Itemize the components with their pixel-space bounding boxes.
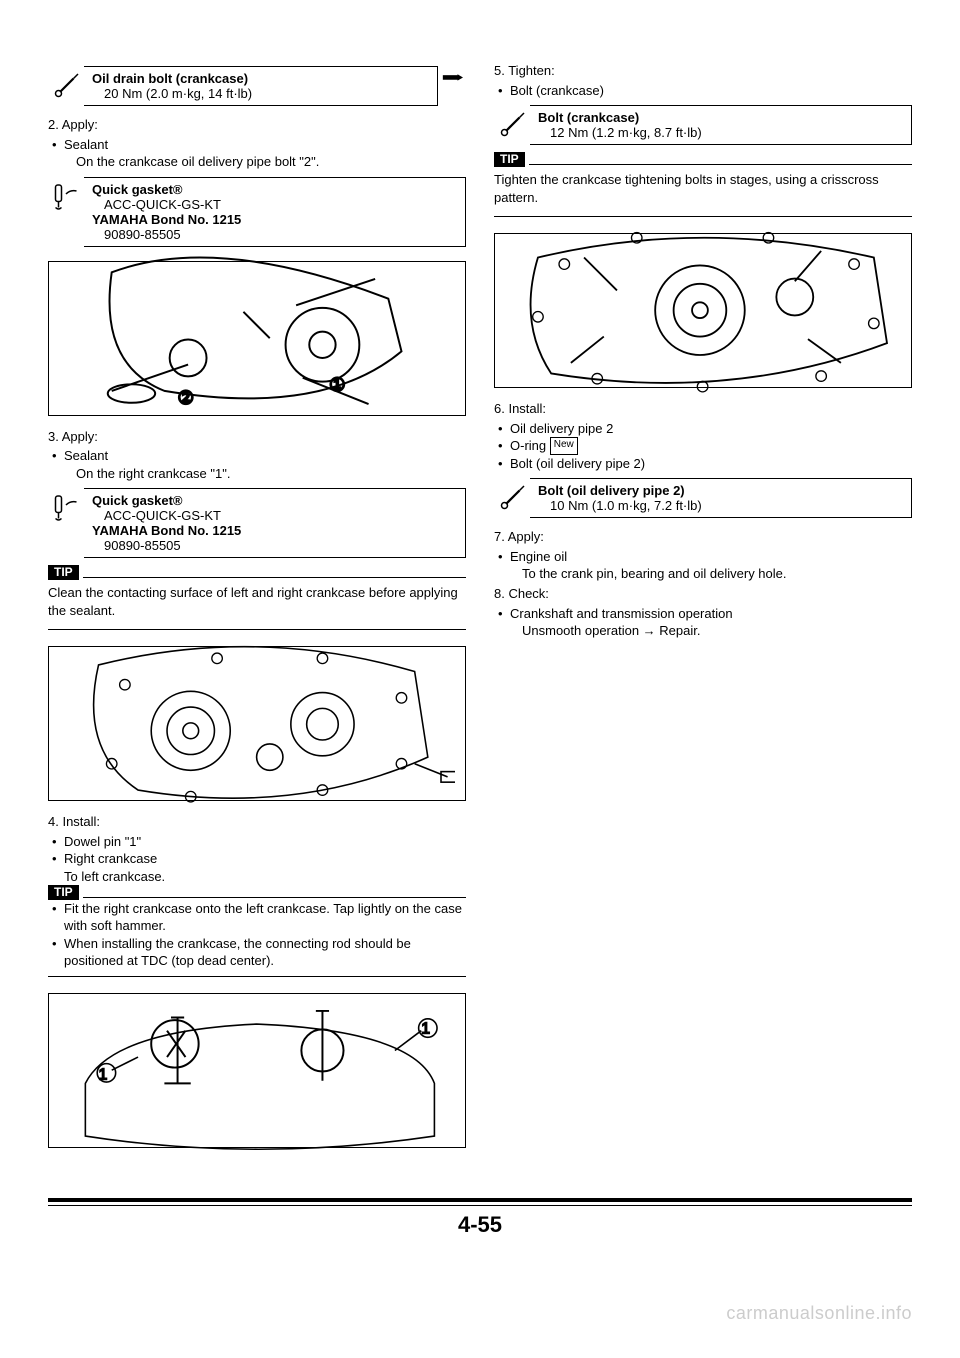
svg-text:①: ① [329, 374, 346, 395]
sealant-name: YAMAHA Bond No. 1215 [92, 523, 241, 538]
torque-title: Bolt (oil delivery pipe 2) [538, 483, 702, 498]
step-8: 8. Check: [494, 585, 912, 603]
list-item-detail: To the crank pin, bearing and oil delive… [522, 565, 912, 583]
torque-value: 20 Nm (2.0 m·kg, 14 ft·lb) [92, 86, 252, 101]
step-6: 6. Install: [494, 400, 912, 418]
torque-wrench-icon [494, 480, 530, 516]
sealant-code: ACC-QUICK-GS-KT [92, 197, 241, 212]
left-column: Oil drain bolt (crankcase) 20 Nm (2.0 m·… [48, 60, 466, 1190]
figure-dowel-pin-diagram: 1 1 [48, 993, 466, 1148]
svg-text:1: 1 [422, 1020, 431, 1037]
sealant-pn: 90890-85505 [92, 227, 241, 242]
tip-end-rule [494, 216, 912, 217]
tip-end-rule [48, 976, 466, 977]
right-column: 5. Tighten: •Bolt (crankcase) Bolt (cran… [494, 60, 912, 1190]
torque-value: 12 Nm (1.2 m·kg, 8.7 ft·lb) [538, 125, 702, 140]
sealant-spec-2: Quick gasket® ACC-QUICK-GS-KT YAMAHA Bon… [48, 488, 466, 558]
sealant-name: YAMAHA Bond No. 1215 [92, 212, 241, 227]
list-item: •Crankshaft and transmission operation [498, 605, 912, 623]
step-2: 2. Apply: [48, 116, 466, 134]
watermark: carmanualsonline.info [726, 1303, 912, 1324]
list-item: •Dowel pin "1" [52, 833, 466, 851]
sealant-title: Quick gasket® [92, 493, 241, 508]
tip-header: TIP [48, 566, 466, 580]
to-left-crankcase: To left crankcase. [64, 868, 466, 886]
page-footer: 4-55 [48, 1198, 912, 1238]
list-item: •Sealant [52, 136, 466, 154]
tip-text: Tighten the crankcase tightening bolts i… [494, 171, 912, 206]
new-part-icon: New [550, 437, 578, 455]
tip-label: TIP [48, 565, 79, 580]
list-item-detail: On the crankcase oil delivery pipe bolt … [76, 153, 466, 171]
list-item: •Oil delivery pipe 2 [498, 420, 912, 438]
sealant-pn: 90890-85505 [92, 538, 241, 553]
sealant-tube-icon [48, 488, 84, 528]
list-item: •Bolt (crankcase) [498, 82, 912, 100]
loctite-icon [438, 66, 466, 93]
list-item-detail: On the right crankcase "1". [76, 465, 466, 483]
torque-spec-pipe-bolt: Bolt (oil delivery pipe 2) 10 Nm (1.0 m·… [494, 478, 912, 518]
step-7: 7. Apply: [494, 528, 912, 546]
tip-label: TIP [494, 152, 525, 167]
torque-wrench-icon [494, 107, 530, 143]
torque-title: Bolt (crankcase) [538, 110, 702, 125]
torque-spec-crankcase-bolt: Bolt (crankcase) 12 Nm (1.2 m·kg, 8.7 ft… [494, 105, 912, 145]
tip-label: TIP [48, 885, 79, 900]
tip-text: Clean the contacting surface of left and… [48, 584, 466, 619]
list-item: •Sealant [52, 447, 466, 465]
tip-bullet: •When installing the crankcase, the conn… [52, 935, 466, 970]
page-number: 4-55 [458, 1212, 502, 1238]
sealant-title: Quick gasket® [92, 182, 241, 197]
svg-text:1: 1 [99, 1066, 108, 1083]
figure-crankcase-outline-diagram [494, 233, 912, 388]
sealant-spec-1: Quick gasket® ACC-QUICK-GS-KT YAMAHA Bon… [48, 177, 466, 247]
tip-header: TIP [48, 886, 466, 900]
step-5: 5. Tighten: [494, 62, 912, 80]
torque-title: Oil drain bolt (crankcase) [92, 71, 252, 86]
list-item: •Bolt (oil delivery pipe 2) [498, 455, 912, 473]
tip-end-rule [48, 629, 466, 630]
list-item-detail: Unsmooth operation → Repair. [522, 622, 912, 640]
two-column-layout: Oil drain bolt (crankcase) 20 Nm (2.0 m·… [48, 60, 912, 1190]
list-item: •O-ring New [498, 437, 912, 455]
list-item: •Right crankcase [52, 850, 466, 868]
footer-rule-thick [48, 1198, 912, 1202]
step-4: 4. Install: [48, 813, 466, 831]
step-3: 3. Apply: [48, 428, 466, 446]
torque-spec-oil-drain: Oil drain bolt (crankcase) 20 Nm (2.0 m·… [48, 66, 466, 106]
svg-text:②: ② [178, 387, 195, 408]
tip-bullet: •Fit the right crankcase onto the left c… [52, 900, 466, 935]
sealant-tube-icon [48, 177, 84, 217]
torque-wrench-icon [48, 68, 84, 104]
sealant-code: ACC-QUICK-GS-KT [92, 508, 241, 523]
torque-value: 10 Nm (1.0 m·kg, 7.2 ft·lb) [538, 498, 702, 513]
figure-right-crankcase-diagram [48, 646, 466, 801]
list-item: •Engine oil [498, 548, 912, 566]
figure-crankcase-bolt-diagram: ① ② [48, 261, 466, 416]
tip-header: TIP [494, 153, 912, 167]
footer-rule-thin [48, 1205, 912, 1206]
